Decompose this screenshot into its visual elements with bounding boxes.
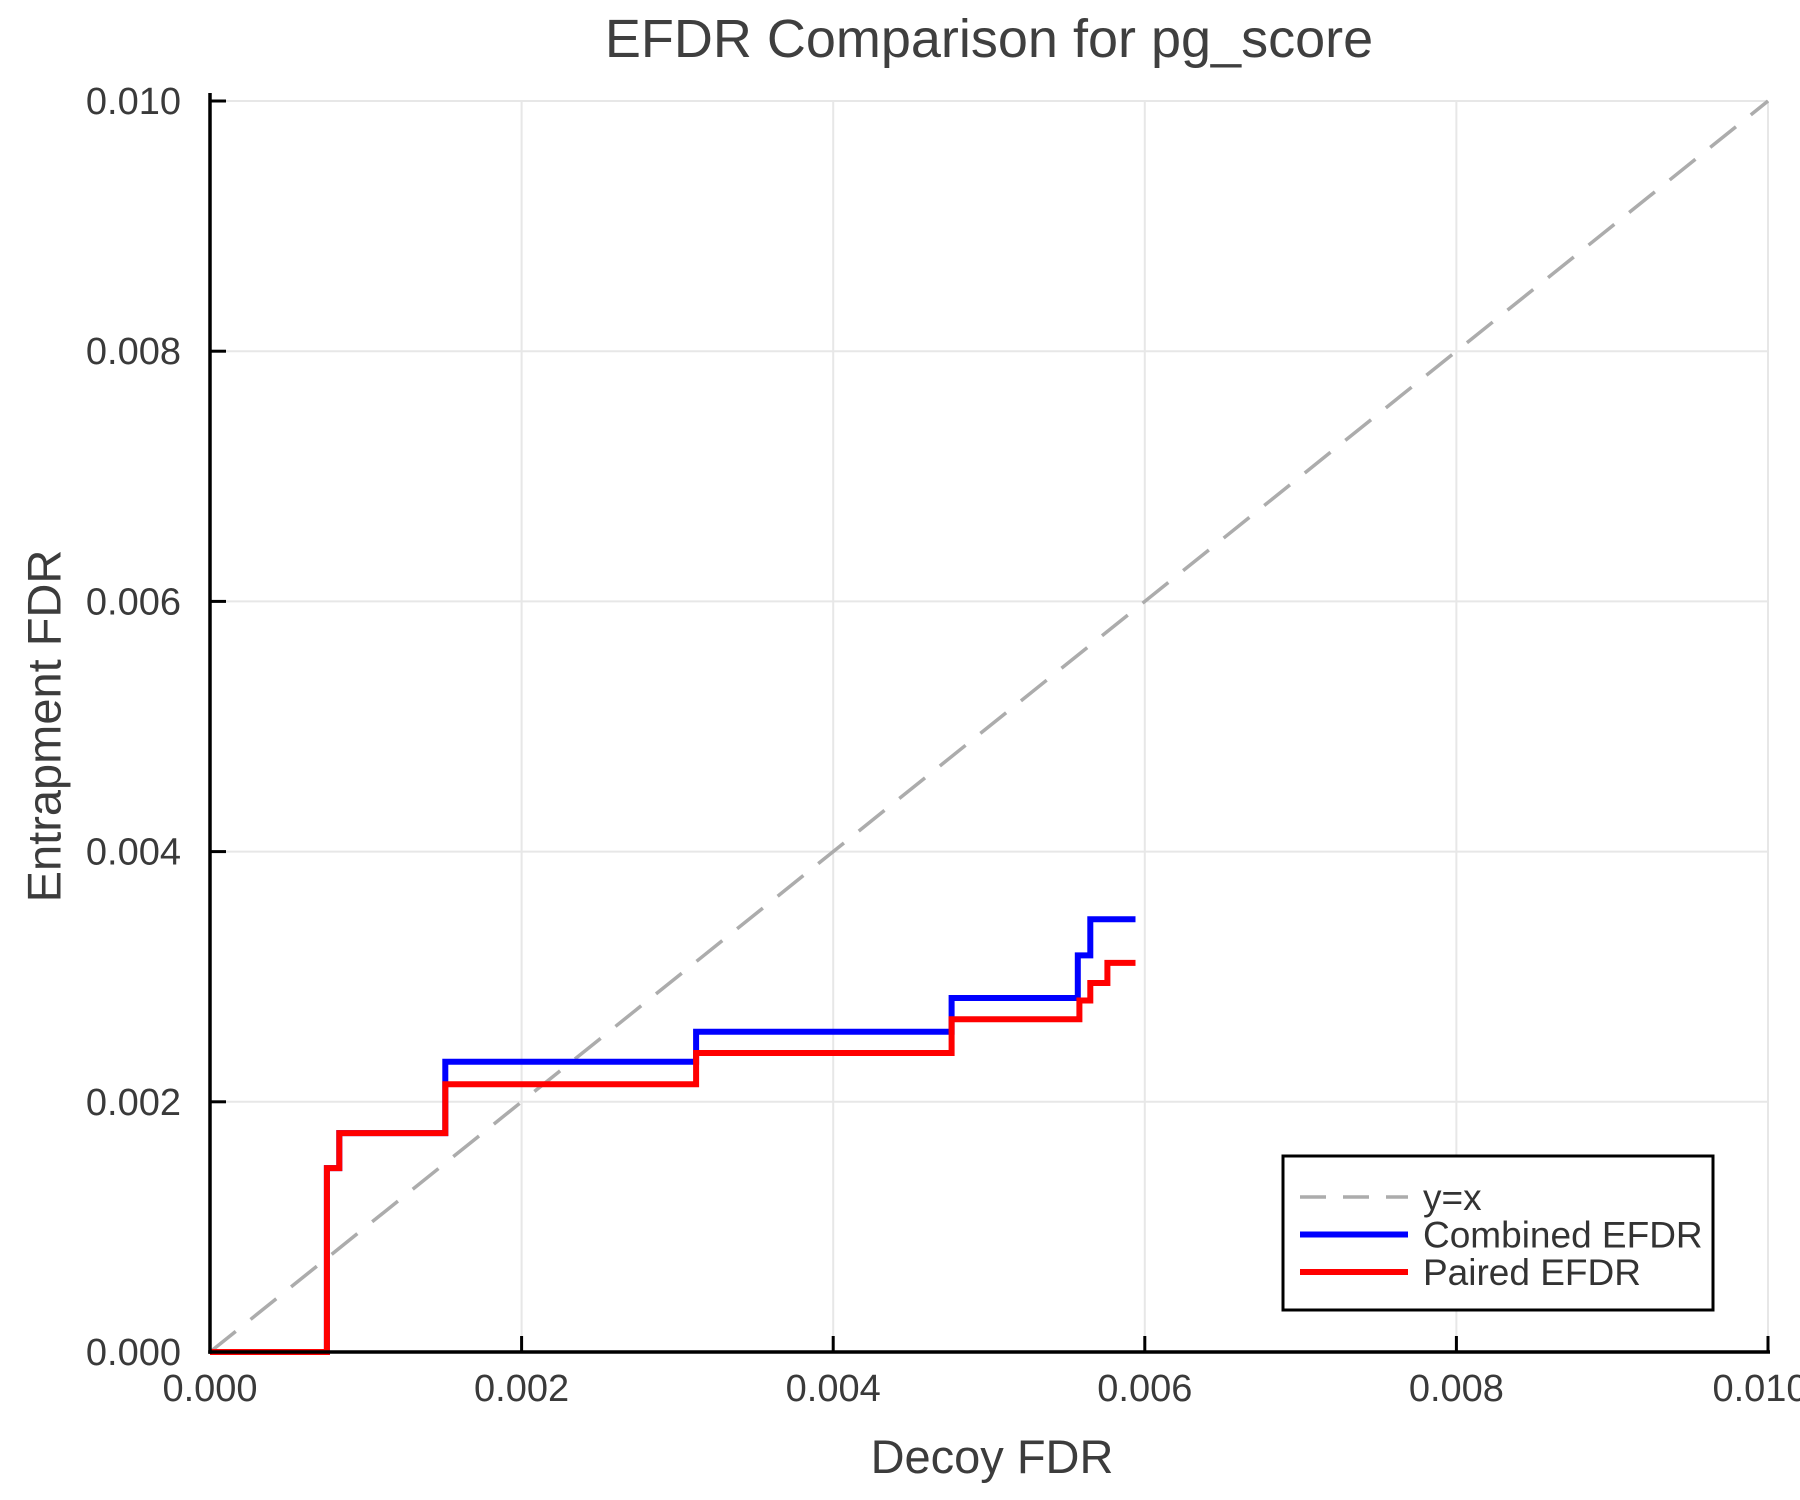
x-axis-label: Decoy FDR — [871, 1430, 1114, 1483]
legend-label: y=x — [1423, 1177, 1482, 1218]
paired-efdr-line — [210, 959, 1136, 1355]
series-lines — [208, 99, 1770, 1355]
legend-label: Paired EFDR — [1423, 1252, 1641, 1293]
y-tick-label: 0.010 — [86, 81, 181, 123]
x-tick-label: 0.006 — [1097, 1368, 1192, 1410]
x-tick-label: 0.010 — [1712, 1368, 1800, 1410]
identity-line — [208, 99, 1770, 1354]
tick-labels: 0.000 0.002 0.004 0.006 0.008 0.010 0.000 0.002… — [86, 81, 1800, 1410]
x-tick-label: 0.008 — [1409, 1368, 1504, 1410]
axes — [208, 93, 1770, 1354]
legend-label: Combined EFDR — [1423, 1215, 1703, 1256]
y-axis-label: Entrapment FDR — [17, 550, 70, 903]
y-tick-label: 0.002 — [86, 1082, 181, 1124]
x-tick-label: 0.004 — [786, 1368, 881, 1410]
y-tick-label: 0.006 — [86, 581, 181, 623]
x-tick-label: 0.000 — [162, 1368, 257, 1410]
gridlines — [210, 100, 1769, 1352]
y-tick-label: 0.004 — [86, 832, 181, 874]
chart-title: EFDR Comparison for pg_score — [605, 9, 1373, 69]
y-tick-label: 0.000 — [86, 1332, 181, 1374]
x-tick-label: 0.002 — [474, 1368, 569, 1410]
titles: EFDR Comparison for pg_score Decoy FDR E… — [17, 9, 1373, 1483]
y-tick-label: 0.008 — [86, 331, 181, 373]
